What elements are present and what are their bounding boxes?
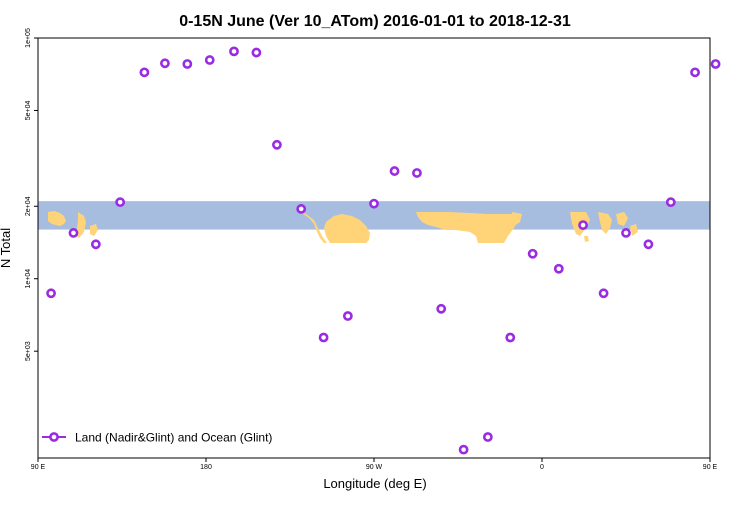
land-se-asia (598, 212, 612, 234)
data-point (160, 58, 170, 69)
data-point (251, 47, 262, 58)
land-philippines (616, 212, 628, 226)
x-tick-label: 90 E (703, 464, 718, 471)
land-borneo (48, 211, 66, 226)
data-point (482, 432, 493, 442)
data-point (710, 59, 721, 69)
land-islands-1 (90, 224, 98, 236)
data-point (46, 288, 56, 299)
plot-frame (37, 37, 711, 459)
data-point (690, 67, 700, 78)
data-points (46, 46, 721, 455)
x-tick-label: 90 E (31, 464, 46, 471)
data-point (436, 303, 447, 314)
data-point (204, 55, 215, 65)
land-indonesia-east (76, 212, 86, 238)
legend: Land (Nadir&Glint) and Ocean (Glint) (42, 431, 272, 445)
land-islands-2 (630, 224, 638, 236)
data-point (90, 239, 101, 250)
x-axis-ticks: 90 E 180 90 W 0 90 E (31, 458, 718, 471)
data-point (643, 239, 654, 250)
land-sri-lanka (584, 236, 589, 242)
land-africa-west (416, 212, 518, 243)
data-point (527, 248, 538, 259)
data-point (553, 263, 564, 274)
y-axis-label: N Total (0, 228, 13, 268)
y-tick-label: 1e+04 (25, 269, 32, 289)
chart-title: 0-15N June (Ver 10_ATom) 2016-01-01 to 2… (179, 13, 571, 30)
x-tick-label: 0 (540, 464, 544, 471)
data-point (369, 198, 379, 209)
data-point (272, 139, 282, 150)
land-central-america (297, 212, 327, 243)
data-point (318, 332, 329, 343)
data-point (139, 67, 150, 78)
legend-marker-swatch (49, 432, 59, 442)
data-point (182, 59, 193, 69)
data-point (296, 204, 307, 214)
data-point (458, 444, 469, 455)
y-tick-label: 1e+05 (25, 28, 32, 48)
y-axis-ticks: 5e+03 1e+04 2e+04 5e+04 1e+05 (25, 28, 38, 361)
x-tick-label: 180 (200, 464, 212, 471)
land-horn-africa (512, 212, 522, 226)
x-axis-label: Longitude (deg E) (323, 476, 426, 491)
data-point (389, 166, 400, 176)
data-point (665, 197, 676, 208)
data-point (621, 228, 631, 238)
y-tick-label: 5e+04 (25, 101, 32, 121)
data-point (578, 220, 588, 231)
data-point (115, 197, 126, 208)
data-point (342, 311, 353, 321)
y-tick-label: 5e+03 (25, 341, 32, 361)
land-south-america (324, 214, 370, 243)
data-point (598, 288, 609, 299)
x-tick-label: 90 W (366, 464, 383, 471)
data-point (229, 46, 239, 57)
legend-label: Land (Nadir&Glint) and Ocean (Glint) (75, 431, 272, 445)
y-tick-label: 2e+04 (25, 196, 32, 216)
data-point (412, 168, 422, 178)
data-point (505, 332, 516, 343)
data-point (68, 228, 79, 238)
